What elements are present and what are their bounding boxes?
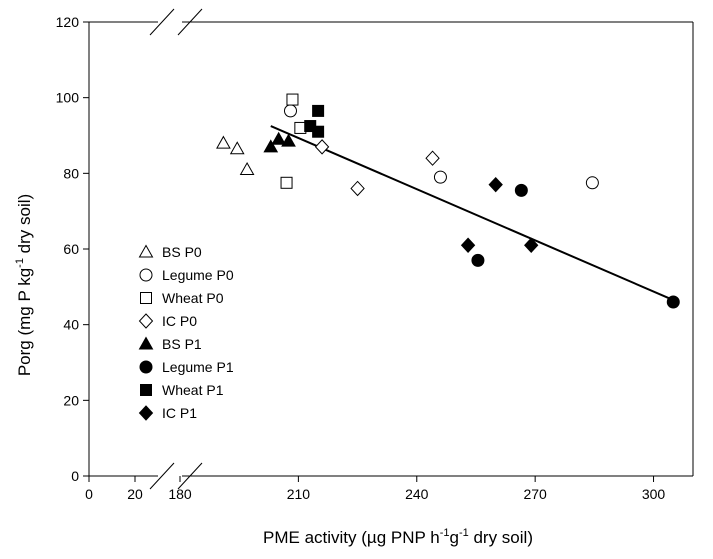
legend-marker-bs-p1 [138, 336, 154, 350]
y-tick-label: 120 [56, 14, 80, 30]
point-wheat-p0-1 [286, 93, 299, 106]
legend-marker-ic-p1 [138, 405, 154, 421]
x-axis-title-sup2: -1 [459, 527, 469, 539]
data-points [216, 93, 680, 309]
point-bs-p0-3 [239, 162, 255, 176]
y-tick-label: 100 [56, 90, 80, 106]
point-legume-p1-1 [471, 253, 485, 267]
legend-label-bs-p0: BS P0 [162, 244, 202, 260]
point-legume-p1-3 [666, 295, 680, 309]
y-tick-label: 0 [71, 468, 79, 484]
point-ic-p0-3 [425, 150, 440, 166]
legend-marker-bs-p0 [138, 244, 154, 258]
legend-label-ic-p0: IC P0 [162, 313, 197, 329]
x-axis-title: PME activity (µg PNP h-1g-1 dry soil) [263, 527, 533, 547]
y-axis-title-main: Porg (mg P kg [15, 268, 34, 376]
y-tick-label: 60 [63, 241, 79, 257]
point-legume-p0-1 [283, 104, 297, 118]
point-ic-p0-2 [350, 180, 365, 197]
x-tick-label: 20 [127, 486, 143, 502]
y-axis-title-sup: -1 [14, 258, 26, 268]
break-mark-top-1 [149, 8, 175, 36]
y-axis-ticks: 0 20 40 60 80 100 120 [56, 14, 89, 484]
x-axis-title-mid: g [450, 528, 459, 547]
point-bs-p1-2 [271, 131, 287, 145]
break-mark-bottom-1 [149, 462, 175, 490]
point-ic-p1-2 [488, 176, 503, 193]
legend-marker-legume-p0 [139, 268, 153, 282]
point-ic-p1-1 [460, 237, 476, 253]
legend-marker-wheat-p1 [140, 384, 152, 396]
y-axis-title-end: dry soil) [15, 194, 34, 258]
point-bs-p0-2 [229, 141, 245, 155]
point-wheat-p1-2 [312, 104, 325, 117]
break-mark-top-2 [177, 8, 203, 36]
x-axis-title-end: dry soil) [469, 528, 533, 547]
point-ic-p1-3 [524, 237, 539, 253]
x-tick-label: 240 [405, 486, 429, 502]
trendline [270, 125, 674, 301]
legend-label-bs-p1: BS P1 [162, 336, 202, 352]
legend-marker-legume-p1 [139, 360, 153, 374]
legend-label-legume-p0: Legume P0 [162, 267, 234, 283]
point-bs-p1-3 [281, 133, 296, 147]
legend-label-legume-p1: Legume P1 [162, 359, 234, 375]
legend-marker-ic-p0 [138, 313, 154, 329]
x-axis-title-main: PME activity (µg PNP h [263, 528, 440, 547]
x-axis-title-sup1: -1 [440, 527, 450, 539]
point-bs-p0-1 [216, 135, 231, 149]
x-axis-ticks: 0 20 180 210 240 270 300 [85, 476, 665, 502]
legend-label-wheat-p0: Wheat P0 [162, 290, 224, 306]
point-legume-p0-2 [433, 170, 447, 184]
point-legume-p1-2 [514, 183, 528, 197]
y-tick-label: 40 [63, 317, 79, 333]
legend: BS P0 Legume P0 Wheat P0 IC P0 BS P1 Legume P… [138, 244, 234, 421]
point-wheat-p0-3 [280, 176, 293, 189]
legend-marker-wheat-p0 [140, 292, 152, 304]
point-legume-p0-3 [585, 176, 599, 190]
regression-line [270, 125, 674, 301]
legend-label-wheat-p1: Wheat P1 [162, 382, 224, 398]
y-tick-label: 20 [63, 392, 79, 408]
point-bs-p1-1 [263, 139, 279, 153]
x-tick-label: 300 [642, 486, 666, 502]
axis-break-marks [149, 8, 203, 490]
x-tick-label: 0 [85, 486, 93, 502]
point-wheat-p1-3 [312, 125, 325, 138]
legend-label-ic-p1: IC P1 [162, 405, 197, 421]
x-tick-label: 180 [168, 486, 192, 502]
x-tick-label: 210 [287, 486, 311, 502]
break-mark-bottom-2 [177, 462, 203, 490]
y-tick-label: 80 [63, 165, 79, 181]
x-tick-label: 270 [523, 486, 547, 502]
y-axis-title: Porg (mg P kg-1 dry soil) [14, 194, 34, 376]
point-ic-p0-1 [314, 139, 330, 155]
point-wheat-p0-2 [294, 121, 307, 134]
